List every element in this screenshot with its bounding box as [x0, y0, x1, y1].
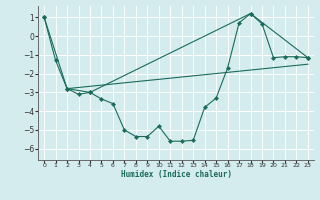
X-axis label: Humidex (Indice chaleur): Humidex (Indice chaleur): [121, 170, 231, 179]
